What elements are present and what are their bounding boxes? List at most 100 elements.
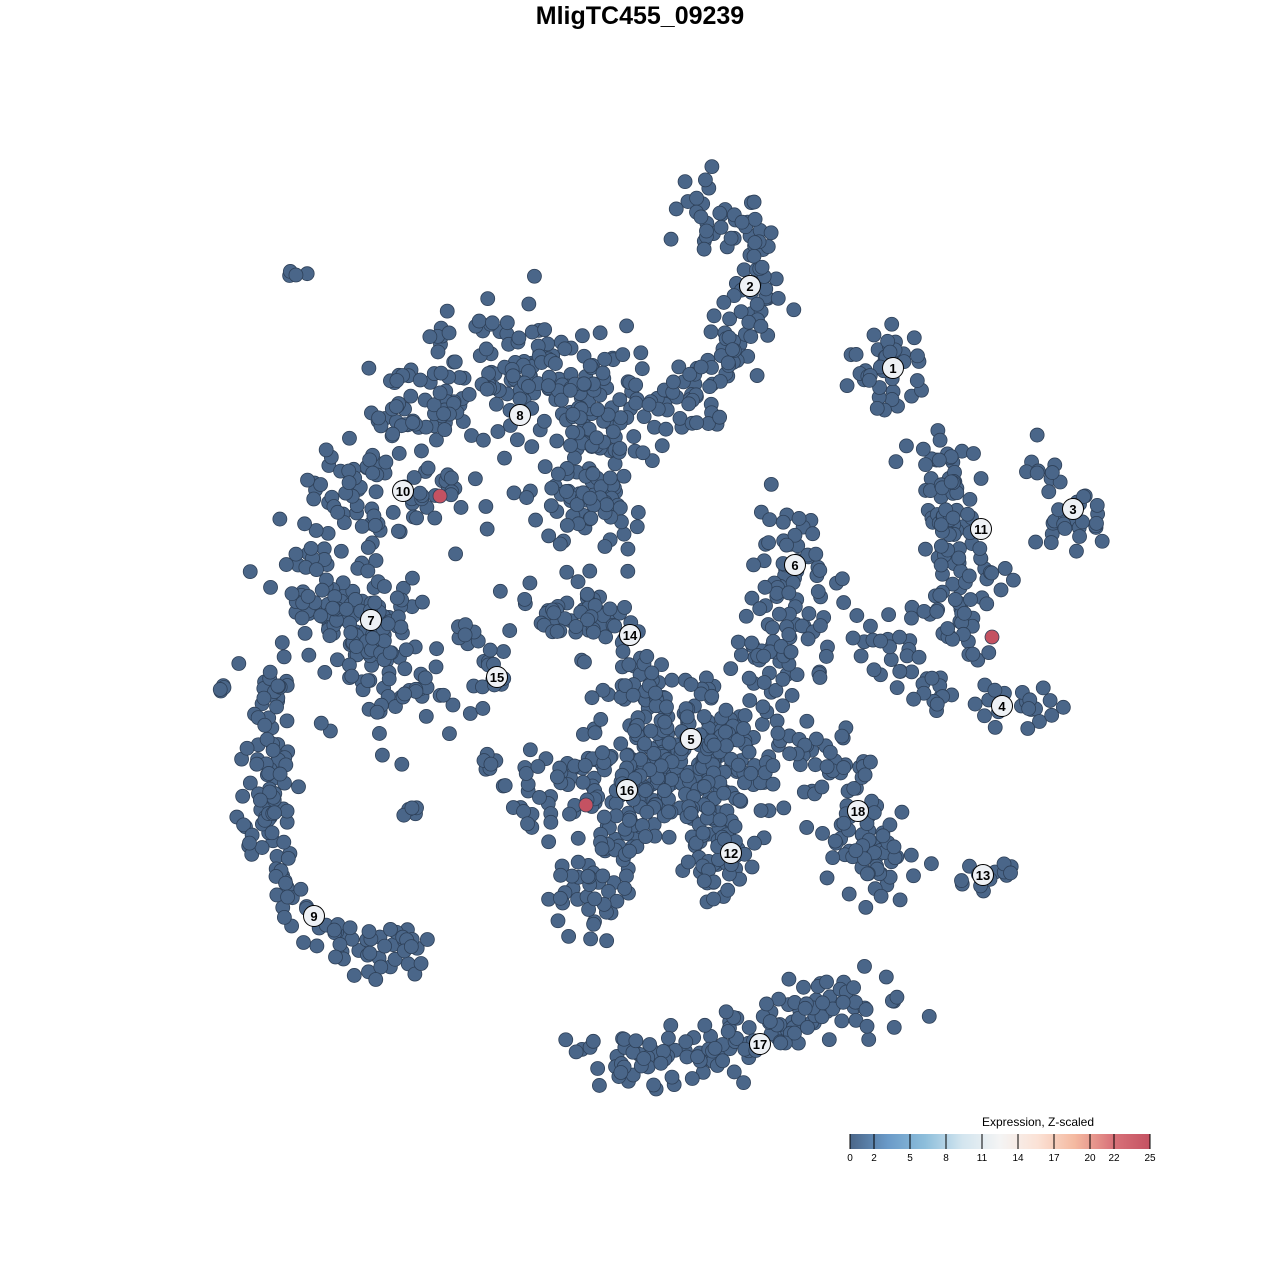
cell-point	[439, 303, 455, 319]
cell-point	[712, 205, 728, 221]
cell-point	[924, 670, 940, 686]
cell-point	[383, 922, 398, 937]
cell-point	[278, 875, 294, 891]
cell-point	[580, 868, 596, 884]
cell-point	[368, 484, 384, 500]
cell-point	[270, 678, 286, 694]
cell-point	[743, 766, 759, 781]
cell-point	[746, 194, 762, 210]
cell-point	[382, 645, 398, 661]
cell-point	[797, 1000, 813, 1016]
cell-point	[1044, 707, 1060, 723]
cell-point	[801, 606, 817, 621]
cell-point	[657, 783, 672, 798]
cell-point	[517, 591, 533, 607]
cell-point	[720, 1024, 736, 1039]
cell-point	[252, 792, 268, 808]
cell-point	[657, 714, 673, 730]
cell-point	[688, 835, 704, 851]
cell-point	[857, 958, 872, 974]
cell-point	[967, 696, 983, 712]
cell-point	[689, 415, 705, 431]
cell-point	[805, 526, 821, 542]
cell-point	[636, 1051, 652, 1066]
cell-point	[747, 235, 763, 251]
cell-point	[325, 600, 341, 616]
cell-point	[553, 392, 569, 408]
cell-point	[720, 355, 736, 371]
cell-point	[1035, 680, 1051, 696]
cell-point	[892, 663, 908, 679]
cell-point	[759, 996, 774, 1012]
cluster-label-text: 13	[976, 868, 990, 883]
cell-point	[284, 586, 300, 602]
cell-point	[615, 644, 631, 659]
cell-point	[318, 442, 334, 458]
cell-point	[916, 603, 932, 619]
cell-point	[562, 806, 577, 822]
cell-point	[888, 454, 904, 470]
cell-point	[696, 241, 712, 257]
cell-point	[479, 521, 495, 537]
cell-point	[524, 324, 540, 340]
cell-point	[718, 724, 733, 740]
cell-point	[448, 546, 463, 562]
cell-point	[754, 259, 770, 275]
cell-point	[1029, 465, 1045, 481]
cell-point	[344, 668, 360, 684]
cell-point	[585, 466, 601, 482]
cell-point	[297, 516, 312, 532]
cell-point	[242, 835, 257, 851]
cell-point	[548, 356, 563, 371]
cell-point	[644, 665, 660, 681]
cell-point	[638, 829, 653, 845]
cluster-label-text: 11	[974, 522, 988, 537]
cell-point	[433, 365, 449, 381]
legend-title: Expression, Z-scaled	[981, 1115, 1095, 1129]
cell-point	[863, 754, 878, 770]
cell-point	[544, 480, 560, 496]
cell-point	[722, 311, 737, 327]
cell-point	[680, 854, 696, 870]
cell-point	[768, 682, 784, 698]
cell-point	[570, 830, 586, 846]
highlighted-cell-point	[984, 629, 1000, 645]
cell-point	[771, 606, 787, 622]
cell-point	[859, 1018, 875, 1034]
cell-point	[775, 671, 791, 687]
cell-point	[288, 267, 304, 283]
cell-point	[849, 608, 865, 623]
cell-point	[412, 485, 428, 501]
cell-point	[479, 381, 495, 397]
cell-point	[519, 490, 534, 505]
cell-point	[653, 1055, 669, 1071]
cell-point	[414, 443, 429, 459]
cell-point	[429, 432, 444, 448]
cell-point	[763, 225, 779, 241]
cell-point	[629, 519, 645, 535]
cell-point	[730, 757, 746, 773]
cell-point	[679, 768, 695, 784]
cell-point	[313, 608, 329, 624]
cell-point	[236, 817, 251, 833]
cell-point	[590, 1061, 606, 1076]
cell-point	[747, 835, 762, 851]
cell-point	[747, 211, 763, 227]
cell-point	[1057, 521, 1073, 536]
cell-point	[808, 546, 824, 562]
cell-point	[377, 579, 392, 594]
cell-point	[834, 728, 850, 744]
cell-point	[582, 490, 598, 506]
cell-point	[765, 758, 781, 774]
cell-point	[1028, 534, 1043, 550]
cluster-label-badge	[970, 518, 992, 540]
cell-point	[269, 699, 284, 715]
cell-point	[706, 891, 721, 907]
cell-point	[597, 351, 613, 367]
cell-point	[543, 498, 559, 514]
cell-point	[966, 446, 981, 461]
cell-point	[374, 747, 390, 763]
cell-point	[892, 892, 908, 908]
cell-point	[681, 396, 697, 412]
cell-point	[387, 951, 403, 967]
